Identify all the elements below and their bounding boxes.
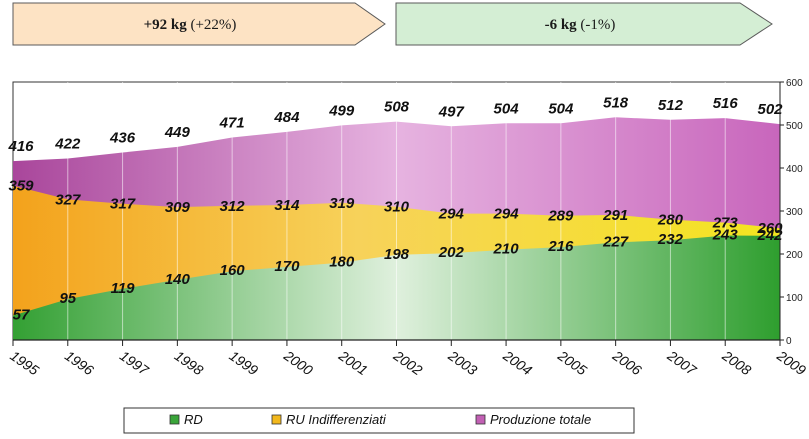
labels-rd: 57 95 119 140 160 170 180 198 202 210 216 227 232 243… [13,227,784,324]
ru-indifferenziati-value-label: 310 [384,199,410,216]
annotation-arrow-increase: +92 kg (+22%) [12,2,386,46]
x-tick-label: 2004 [500,347,536,379]
vertical-gridlines [67,82,726,340]
rd-value-label: 216 [547,238,574,255]
produzione-totale-value-label: 471 [219,115,245,132]
rd-value-label: 170 [274,258,300,275]
ru-indifferenziati-value-label: 294 [493,206,520,223]
y-tick-label: 0 [786,336,792,347]
legend-label: RU Indifferenziati [286,412,387,427]
legend-swatch [271,414,282,425]
produzione-totale-value-label: 449 [164,124,191,141]
x-tick-label: 2000 [280,347,316,379]
ru-indifferenziati-value-label: 327 [55,191,81,208]
rd-value-label: 227 [602,233,629,250]
rd-value-label: 210 [493,241,520,258]
labels-ru-indifferenziati: 359 327 317 309 312 314 319 310 294 294 289 291 280 2… [8,178,783,238]
produzione-totale-value-label: 484 [273,109,300,126]
ru-indifferenziati-value-label: 289 [547,208,574,225]
x-tick-marks [12,340,781,346]
x-tick-label: 1998 [172,347,207,378]
y-axis-right: 0 100 200 300 400 500 600 [779,78,803,347]
x-tick-label: 2008 [719,347,755,379]
produzione-totale-value-label: 436 [109,130,136,147]
rd-value-label: 95 [59,290,76,307]
arrow-shape-decrease [395,2,773,46]
ru-indifferenziati-value-label: 314 [274,197,300,214]
rd-value-label: 242 [756,227,783,244]
ru-indifferenziati-value-label: 291 [602,207,628,224]
y-tick-label: 500 [786,121,803,132]
ru-indifferenziati-value-label: 260 [756,220,783,237]
ru-indifferenziati-value-label: 309 [165,199,191,216]
ru-indifferenziati-value-label: 280 [657,212,684,229]
produzione-totale-value-label: 508 [384,99,410,116]
produzione-totale-value-label: 502 [757,101,783,118]
produzione-totale-value-label: 504 [548,100,574,117]
legend-swatch [169,414,180,425]
ru-indifferenziati-value-label: 294 [438,206,465,223]
legend-box [123,407,635,434]
rd-value-label: 160 [220,262,246,279]
y-tick-label: 400 [786,164,803,175]
y-tick-label: 100 [786,293,803,304]
x-tick-label: 2001 [335,347,371,379]
y-tick-label: 300 [786,207,803,218]
produzione-totale-value-label: 499 [328,102,355,119]
rd-value-label: 57 [13,307,30,324]
rd-value-label: 198 [384,246,410,263]
rd-value-label: 232 [657,231,684,248]
legend: RD RU Indifferenziati Produzione totale [123,407,635,434]
ru-indifferenziati-value-label: 273 [712,215,739,232]
rd-value-label: 140 [165,271,191,288]
legend-items: RD RU Indifferenziati Produzione totale [169,412,591,427]
produzione-totale-value-label: 518 [603,94,629,111]
arrow-shape-increase [12,2,386,46]
x-tick-label: 1996 [62,347,97,378]
produzione-totale-value-label: 416 [7,138,34,155]
produzione-totale-value-label: 497 [438,103,465,120]
legend-label: Produzione totale [490,412,591,427]
x-tick-label: 1997 [117,347,153,379]
x-tick-label: 1999 [226,347,261,378]
x-tick-label: 2005 [554,347,590,379]
x-tick-label: 2009 [773,347,809,379]
ru-indifferenziati-value-label: 359 [8,178,34,195]
arrow-label-increase: +92 kg (+22%) [144,17,237,33]
legend-swatch [475,414,486,425]
ru-indifferenziati-value-label: 317 [110,196,136,213]
labels-produzione-totale: 416 422 436 449 471 484 499 508 497 504 504 518 512 5… [7,94,783,155]
ru-indifferenziati-value-label: 312 [220,198,246,215]
y-tick-label: 600 [786,78,803,89]
produzione-totale-value-label: 422 [54,136,81,153]
produzione-totale-value-label: 504 [494,100,520,117]
plot-area: 416 422 436 449 471 484 499 508 497 504 504 518 512 5… [7,81,784,346]
x-axis-labels: 1995 1996 1997 1998 1999 2000 2001 2002 2003 2004… [7,347,809,379]
x-tick-label: 2007 [664,347,701,379]
rd-value-label: 202 [438,244,465,261]
y-tick-label: 200 [786,250,803,261]
x-tick-label: 2006 [609,347,645,379]
rd-value-label: 119 [111,280,136,297]
produzione-totale-value-label: 516 [713,95,739,112]
produzione-totale-value-label: 512 [658,97,684,114]
arrow-label-decrease: -6 kg (-1%) [545,17,616,33]
ru-indifferenziati-value-label: 319 [329,195,355,212]
legend-label: RD [184,412,203,427]
x-tick-label: 2003 [445,347,481,379]
x-tick-label: 1995 [7,347,42,378]
rd-value-label: 243 [712,227,739,244]
rd-value-label: 180 [329,254,355,271]
annotation-arrow-decrease: -6 kg (-1%) [395,2,773,46]
x-tick-label: 2002 [390,347,426,379]
